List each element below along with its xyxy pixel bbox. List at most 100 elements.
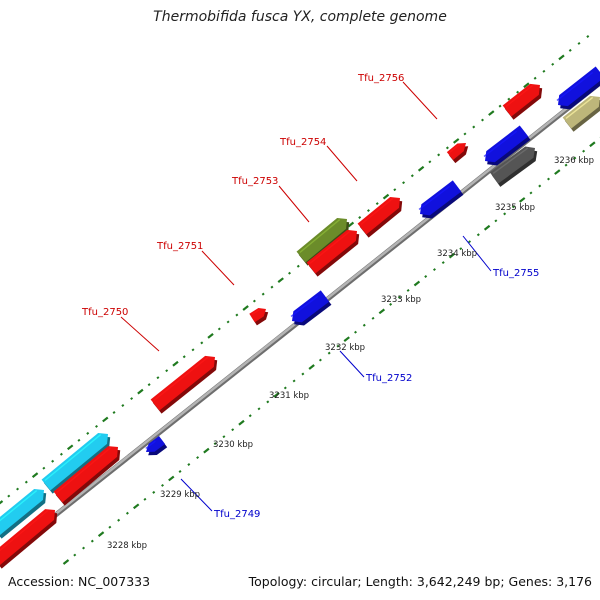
tick-mark <box>393 188 397 192</box>
tick-mark <box>523 82 530 89</box>
kbp-label: 3234 kbp <box>437 249 477 259</box>
tick-mark <box>410 174 414 178</box>
tick-mark <box>97 531 105 537</box>
tick-mark <box>459 247 463 251</box>
tick-mark <box>318 358 322 362</box>
tick-mark <box>90 539 94 543</box>
tick-mark <box>336 344 340 348</box>
tick-mark <box>130 397 134 401</box>
tick-mark <box>252 299 256 303</box>
kbp-label: 3229 kbp <box>160 490 200 500</box>
tick-mark <box>270 285 274 289</box>
tick-mark <box>66 444 74 451</box>
tick-mark <box>301 372 305 376</box>
tick-mark <box>577 41 581 45</box>
tick-mark <box>200 341 204 345</box>
gene-label: Tfu_2751 <box>156 241 203 252</box>
genome-summary-text: Topology: circular; Length: 3,642,249 bp… <box>248 574 592 589</box>
gene-red-2753b <box>306 229 360 277</box>
gene-label-leader <box>278 185 310 223</box>
gene-label: Tfu_2753 <box>231 176 278 187</box>
tick-mark <box>516 90 520 94</box>
tick-mark <box>182 355 186 359</box>
tick-mark <box>16 487 20 491</box>
kbp-label: 3230 kbp <box>213 440 253 450</box>
gene-label: Tfu_2756 <box>357 73 404 84</box>
gene-olive-2753 <box>296 218 350 266</box>
tick-mark <box>533 76 537 80</box>
tick-mark <box>432 268 436 272</box>
tick-mark <box>362 323 366 327</box>
tick-mark <box>448 252 456 259</box>
gene-red-2756b <box>502 83 543 120</box>
tick-mark <box>494 219 498 223</box>
tick-mark <box>277 277 284 284</box>
gene-blue-c <box>483 125 531 166</box>
tick-mark <box>488 110 495 116</box>
tick-mark <box>582 149 586 153</box>
gene-blue-2755 <box>418 180 464 219</box>
gene-blue-2752 <box>290 290 332 326</box>
tick-mark <box>288 271 291 275</box>
tick-mark <box>417 165 425 172</box>
tick-mark <box>589 141 596 148</box>
tick-mark <box>554 169 561 175</box>
tick-mark <box>564 163 568 167</box>
tick-mark <box>222 435 226 439</box>
tick-mark <box>95 424 98 428</box>
tick-mark <box>31 472 39 478</box>
gene-label-leader <box>180 478 213 512</box>
gene-label-leader <box>402 81 438 120</box>
tick-mark <box>51 459 55 463</box>
tick-mark <box>511 205 515 209</box>
gene-label: Tfu_2750 <box>81 307 128 318</box>
tick-mark <box>558 54 565 61</box>
tick-mark <box>371 316 375 320</box>
tick-mark <box>231 428 235 432</box>
gene-cyan-2 <box>41 433 111 494</box>
tick-mark <box>529 191 533 195</box>
tick-mark <box>463 132 467 136</box>
tick-mark <box>519 197 526 203</box>
gene-blue-d <box>556 66 600 110</box>
kbp-label: 3228 kbp <box>107 541 147 551</box>
tick-mark <box>586 35 590 38</box>
gene-label: Tfu_2754 <box>279 137 326 148</box>
tick-mark <box>235 313 239 317</box>
tick-mark <box>551 62 555 66</box>
tick-mark <box>441 261 445 265</box>
tick-mark <box>165 369 169 373</box>
gene-label: Tfu_2749 <box>213 509 260 520</box>
kbp-label: 3235 kbp <box>495 203 535 213</box>
tick-mark <box>226 320 230 324</box>
lower-tick-row <box>62 136 600 565</box>
tick-mark <box>358 216 362 219</box>
tick-mark <box>121 404 125 407</box>
tick-mark <box>147 383 151 387</box>
tick-mark <box>238 419 245 426</box>
tick-mark <box>375 202 379 206</box>
tick-mark <box>112 411 116 414</box>
tick-mark <box>503 212 507 216</box>
tick-mark <box>406 288 410 292</box>
tick-mark <box>156 376 160 380</box>
gene-blue-2749 <box>145 436 168 456</box>
tick-mark <box>378 308 386 315</box>
gene-red-a <box>0 509 58 569</box>
tick-mark <box>24 480 28 484</box>
tick-mark <box>125 511 129 515</box>
tick-mark <box>468 240 472 244</box>
tick-mark <box>248 414 252 418</box>
tick-mark <box>62 559 70 565</box>
tick-mark <box>82 546 86 550</box>
gene-label-leader <box>201 250 235 286</box>
tick-mark <box>59 452 63 456</box>
tick-mark <box>402 181 406 185</box>
tick-mark <box>437 153 441 157</box>
tick-mark <box>296 264 300 268</box>
tick-mark <box>327 351 331 355</box>
tick-mark <box>483 224 491 231</box>
tick-mark <box>261 292 265 296</box>
gene-red-2756a <box>446 143 469 164</box>
gene-label: Tfu_2755 <box>492 268 539 279</box>
